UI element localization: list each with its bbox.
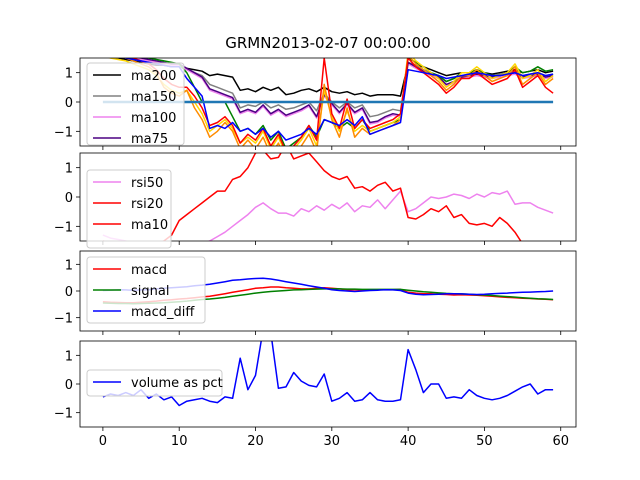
legend-label-ma200: ma200 [131,69,176,84]
legend-box [86,169,172,249]
y-tick-label: 1 [65,162,73,177]
legend-label-ma150: ma150 [131,90,176,105]
x-tick-label: 40 [400,434,417,449]
y-tick-label: 1 [65,67,73,82]
legend-box [86,256,206,324]
x-tick-label: 60 [552,434,569,449]
legend-label-macd-diff: macd_diff [131,305,195,320]
y-tick-label: 0 [65,191,73,206]
rsi-series [102,153,554,241]
x-tick-label: 30 [324,434,341,449]
legend-label-rsi50: rsi50 [131,176,163,191]
chart-title: GRMN2013-02-07 00:00:00 [225,34,431,52]
x-tick-label: 10 [171,434,188,449]
legend-label-rsi20: rsi20 [131,197,163,212]
legend-label-ma75: ma75 [131,132,168,147]
y-tick-label: 0 [65,285,73,300]
legend-box [86,369,223,397]
y-tick-label: −1 [54,220,73,235]
legend-box [86,62,185,146]
series-line-rsi20 [102,153,522,241]
y-tick-label: −1 [54,407,73,422]
legend-macd: macd signal macd_diff [86,256,206,324]
x-tick-label: 0 [99,434,107,449]
legend-label-volume-as-pct: volume as pct [131,376,223,391]
y-tick-label: −1 [54,312,73,327]
y-tick-label: 1 [65,349,73,364]
legend-label-ma10: ma10 [131,218,168,233]
x-tick-label: 20 [247,434,264,449]
legend-moving-averages: ma200 ma150 ma100 ma75 [86,62,185,147]
legend-volume: volume as pct [86,369,223,397]
legend-rsi: rsi50 rsi20 ma10 [86,169,172,249]
legend-label-ma100: ma100 [131,111,176,126]
series-line-rsi50 [102,190,554,241]
legend-label-macd: macd [131,263,167,278]
series-line-volume as pct [102,341,554,407]
x-tick-label: 50 [476,434,493,449]
y-tick-label: 0 [65,378,73,393]
y-tick-label: 0 [65,96,73,111]
y-tick-label: 1 [65,258,73,273]
y-tick-label: −1 [54,125,73,140]
panels: −101 ma200ma150ma100ma75−101rsi50rsi20ma1… [54,57,577,449]
panel-macd: −1 0 1 macd signal macd_diff [54,250,577,335]
panel-moving-averages: −1 0 1 ma200 ma150 ma100 ma75 [54,57,577,150]
volume-series [102,341,554,407]
panel-rsi: −1 0 1 rsi50 rsi20 ma10 [54,152,577,249]
legend-label-signal: signal [131,284,169,299]
